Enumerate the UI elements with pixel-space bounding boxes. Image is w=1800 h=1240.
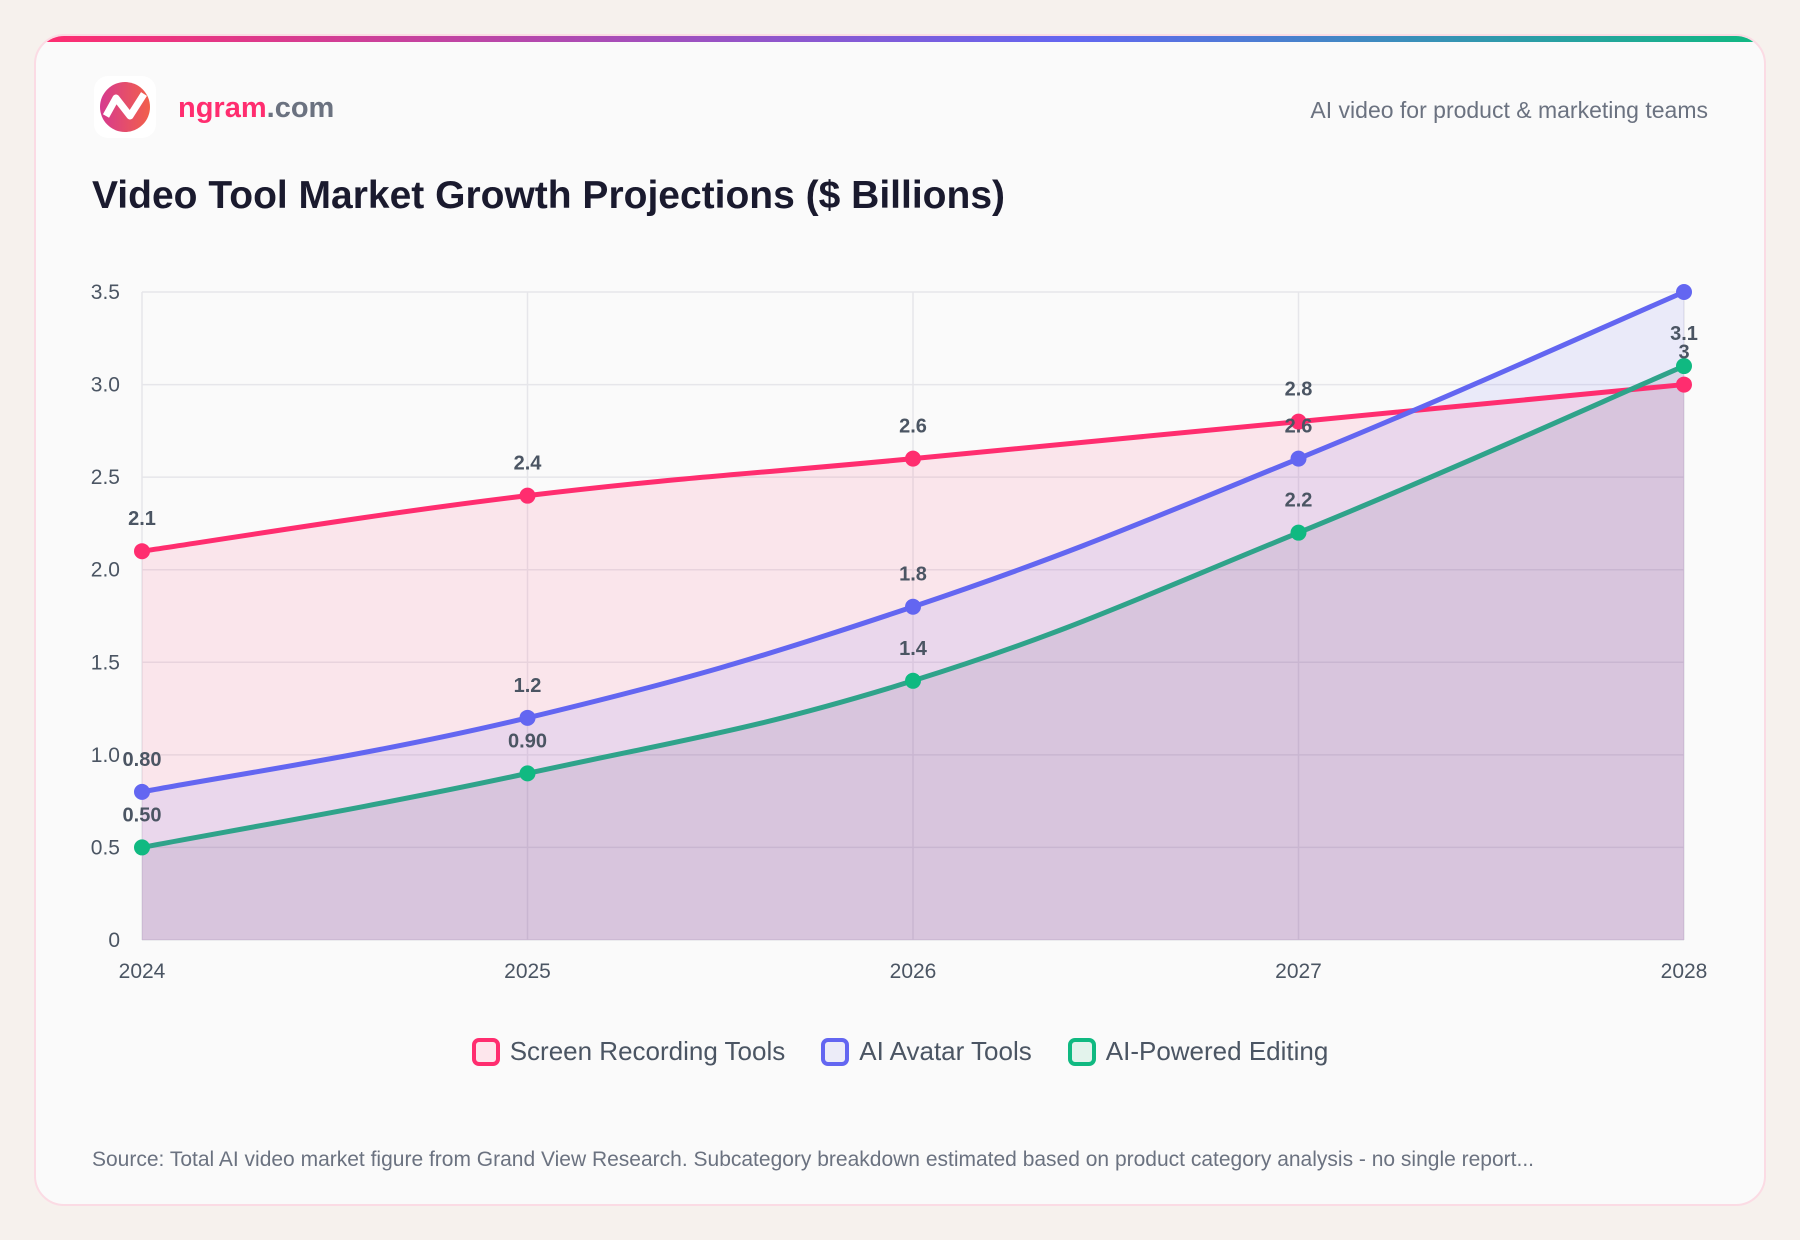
data-point [519,765,536,782]
data-label: 3.1 [1670,323,1698,345]
area-fill [142,366,1684,940]
tagline: AI video for product & marketing teams [1310,97,1708,123]
data-label: 1.2 [514,675,542,697]
y-tick-label: 1.5 [91,651,120,674]
data-label: 2.2 [1285,490,1313,512]
legend-swatch [471,1037,500,1066]
data-label: 3 [1678,342,1689,364]
data-label: 1.8 [899,564,927,586]
legend-item-ai-editing[interactable]: AI-Powered Editing [1067,1036,1329,1067]
legend-swatch [821,1037,850,1066]
y-tick-label: 2.5 [91,466,120,489]
legend-label: AI-Powered Editing [1105,1036,1329,1066]
data-label: 2.6 [1285,416,1313,438]
x-tick-label: 2024 [119,960,166,983]
data-point [1290,450,1307,467]
legend-label: AI Avatar Tools [859,1036,1032,1066]
data-label: 2.6 [899,416,927,438]
data-point [519,487,536,504]
data-point [1290,413,1307,430]
data-point [134,543,150,560]
ngram-logo [94,76,156,138]
data-point [1290,524,1307,541]
brand-domain: .com [266,92,335,124]
data-label: 0.50 [123,804,162,826]
data-point [905,450,921,467]
y-tick-label: 3.5 [91,281,120,304]
legend-label: Screen Recording Tools [509,1036,786,1066]
data-label: 0.80 [123,749,162,771]
x-tick-label: 2028 [1661,960,1708,983]
data-label: 2.1 [128,508,156,530]
y-tick-label: 3.0 [91,374,120,397]
x-tick-label: 2026 [890,960,937,983]
data-point [1676,376,1692,393]
gradient-bar [36,36,1764,42]
source-note: Source: Total AI video market figure fro… [92,1148,1534,1171]
data-point [134,783,150,800]
y-tick-label: 1.0 [91,744,120,767]
data-point [1676,358,1692,375]
data-label: 2.8 [1285,379,1313,401]
brand-name: ngram.com [178,92,334,125]
chart-title: Video Tool Market Growth Projections ($ … [92,174,1005,217]
x-tick-label: 2027 [1275,960,1322,983]
x-tick-label: 2025 [504,960,551,983]
data-point [905,598,921,615]
y-tick-label: 2.0 [91,559,120,582]
data-label: 1.4 [899,638,928,660]
data-label: 2.4 [514,453,543,475]
y-tick-label: 0.5 [91,836,120,859]
chart-card: ngram.com AI video for product & marketi… [34,34,1766,1206]
brand-word: ngram [178,92,267,124]
data-label: 0.90 [508,730,547,752]
data-point [134,839,150,856]
legend-item-screen-recording[interactable]: Screen Recording Tools [471,1036,786,1067]
legend-swatch [1067,1037,1096,1066]
data-point [1676,284,1692,300]
area-fill [142,384,1684,941]
data-point [905,672,921,689]
legend-item-ai-avatar[interactable]: AI Avatar Tools [821,1036,1032,1067]
data-point [519,709,536,726]
legend: Screen Recording Tools AI Avatar Tools A… [36,1036,1764,1067]
y-tick-label: 0 [108,929,120,952]
